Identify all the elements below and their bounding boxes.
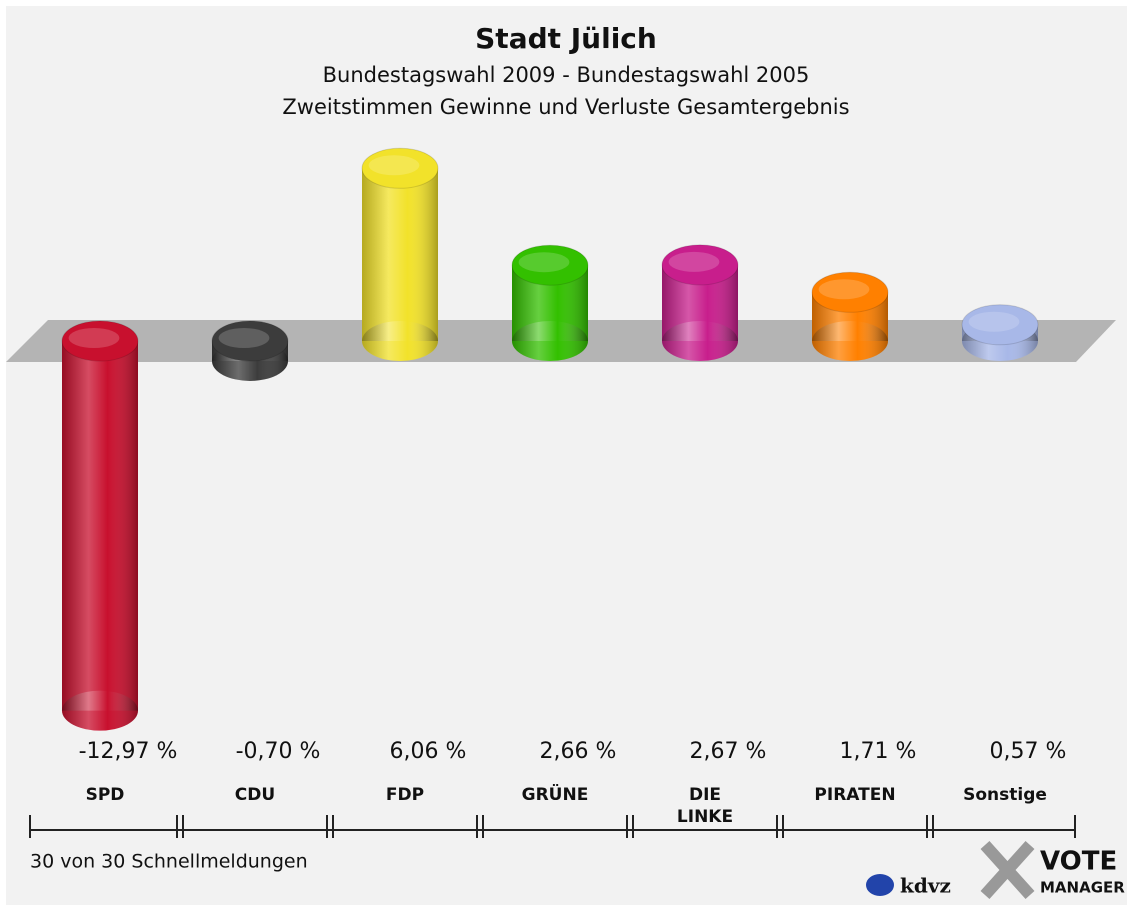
category-label: DIE LINKE: [676, 785, 734, 827]
category-label: Sonstige: [963, 785, 1047, 805]
bar-bottom-shade: [362, 321, 438, 361]
bar-top-highlight: [368, 155, 420, 176]
logo-text: MANAGER: [1040, 879, 1125, 897]
bar: [61, 320, 139, 731]
category-label: GRÜNE: [521, 785, 589, 805]
bar-bottom-shade: [62, 690, 138, 731]
bar-top-highlight: [68, 328, 120, 348]
logo-icon: [866, 874, 894, 896]
bar-bottom-shade: [812, 321, 888, 361]
bar-top: [511, 244, 589, 286]
chart-subtitle: Zweitstimmen Gewinne und Verluste Gesamt…: [282, 95, 849, 119]
bar-top: [961, 304, 1039, 346]
bar-top-highlight: [218, 328, 270, 348]
bar-bottom-shade: [662, 321, 738, 361]
bar-shade: [362, 168, 438, 341]
value-label: 2,66 %: [540, 739, 617, 764]
bar: [961, 304, 1039, 361]
bar-top-highlight: [818, 279, 870, 300]
bar-top: [361, 147, 439, 189]
logo-cross: [980, 840, 1035, 900]
background: [6, 6, 1127, 905]
bar-top: [811, 271, 889, 313]
bar-bottom-shade: [512, 321, 588, 361]
bar-top-highlight: [968, 311, 1020, 332]
logo-text: VOTE: [1040, 847, 1117, 877]
value-label: 2,67 %: [690, 739, 767, 764]
bar-top: [211, 320, 289, 362]
logo-text: kdvz: [900, 874, 951, 898]
bar: [211, 320, 289, 381]
category-label: PIRATEN: [814, 785, 896, 805]
chart-subtitle: Bundestagswahl 2009 - Bundestagswahl 200…: [323, 63, 810, 87]
value-label: 0,57 %: [990, 739, 1067, 764]
bar: [661, 244, 739, 361]
chart-title: Stadt Jülich: [475, 22, 657, 55]
bar: [811, 271, 889, 361]
bar: [361, 147, 439, 361]
value-label: -12,97 %: [79, 739, 178, 764]
footnote: 30 von 30 Schnellmeldungen: [30, 851, 308, 873]
category-label: SPD: [85, 785, 125, 805]
value-label: -0,70 %: [236, 739, 321, 764]
bar-top-highlight: [668, 251, 720, 272]
value-label: 1,71 %: [840, 739, 917, 764]
bar: [511, 244, 589, 361]
bar-top: [661, 244, 739, 286]
category-label: CDU: [234, 785, 276, 805]
bar-top-highlight: [518, 252, 570, 273]
value-label: 6,06 %: [390, 739, 467, 764]
category-label: FDP: [385, 785, 425, 805]
bar-shade: [62, 341, 138, 711]
bar-top: [61, 320, 139, 362]
